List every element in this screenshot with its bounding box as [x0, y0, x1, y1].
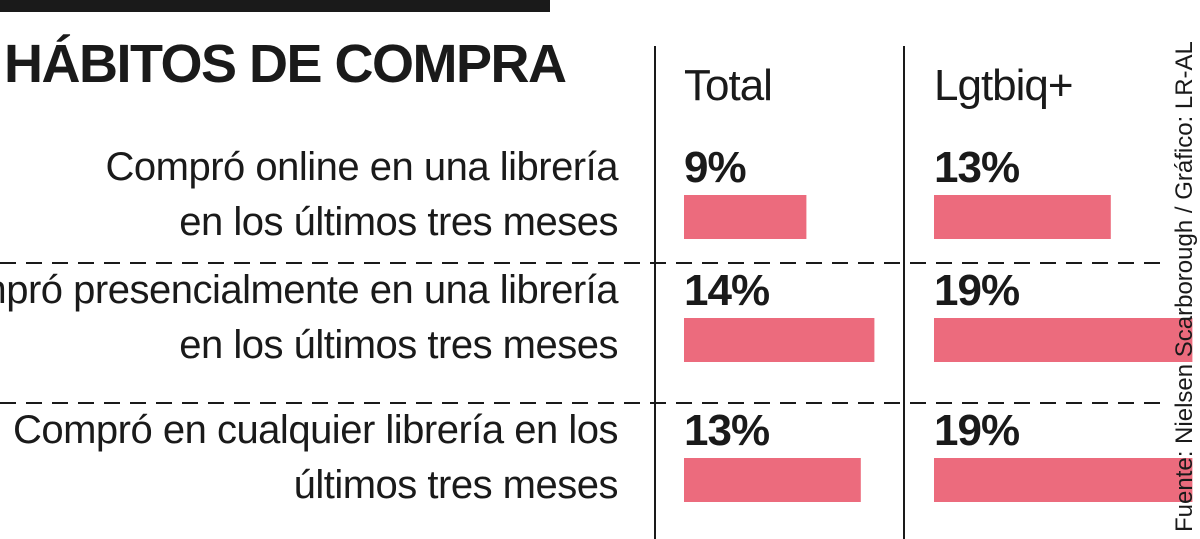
- bar: [934, 195, 1111, 239]
- row-label: Compró online en una librería: [106, 145, 620, 189]
- source-note: Fuente: Nielsen Scarborough / Gráfico: L…: [1171, 41, 1198, 532]
- row-label: Compró en cualquier librería en los: [13, 408, 618, 452]
- row-label: en los últimos tres meses: [179, 323, 618, 367]
- column-header-1: Lgtbiq+: [934, 61, 1073, 110]
- data-label: 13%: [934, 143, 1019, 192]
- row-label: Compró presencialmente en una librería: [0, 268, 619, 312]
- column-header-0: Total: [684, 61, 772, 110]
- data-label: 9%: [684, 143, 746, 192]
- row-label: en los últimos tres meses: [179, 200, 618, 244]
- top-rule: [0, 0, 550, 12]
- data-label: 13%: [684, 406, 769, 455]
- row-label: últimos tres meses: [294, 463, 618, 507]
- bars: 9% 14% 13% 13% 19% 19%: [684, 143, 1193, 502]
- row-labels: Compró online en una librería en los últi…: [0, 145, 620, 507]
- bar: [684, 458, 861, 502]
- bar: [684, 195, 807, 239]
- column-headers: Total Lgtbiq+: [684, 61, 1074, 110]
- bar: [934, 318, 1193, 362]
- bar: [934, 458, 1193, 502]
- bar: [684, 318, 875, 362]
- data-label: 19%: [934, 266, 1019, 315]
- data-label: 14%: [684, 266, 769, 315]
- chart-title: HÁBITOS DE COMPRA: [4, 34, 567, 94]
- grid-lines: [0, 46, 1168, 539]
- data-label: 19%: [934, 406, 1019, 455]
